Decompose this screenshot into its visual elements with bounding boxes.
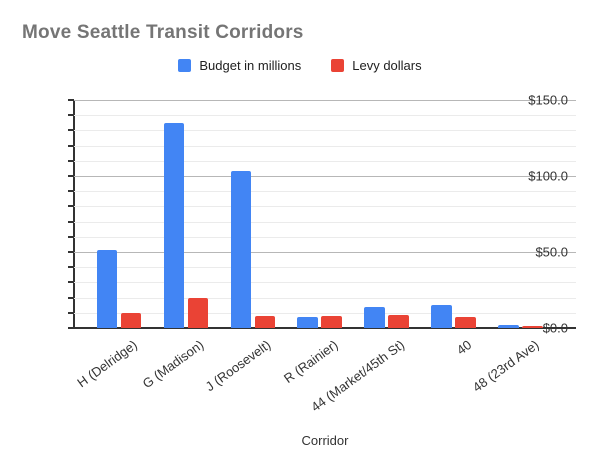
gridline xyxy=(74,297,576,299)
y-axis-tick xyxy=(68,327,74,329)
plot-area: $0.0 $50.0 $100.0 $150.0 H (Delridge) G (Madi… xyxy=(68,93,576,415)
x-axis-category-label: R (Rainier) xyxy=(280,337,341,387)
y-axis-tick xyxy=(68,114,74,117)
gridline xyxy=(74,282,576,284)
y-axis-tick xyxy=(68,266,74,269)
gridline xyxy=(74,252,576,253)
y-axis-tick xyxy=(68,311,74,314)
y-axis-tick xyxy=(68,281,74,284)
legend-label-budget: Budget in millions xyxy=(199,58,302,73)
bar-budget-3[interactable] xyxy=(297,316,318,328)
bar-budget-1[interactable] xyxy=(163,122,185,328)
y-axis-tick-label: $0.0 xyxy=(542,320,568,336)
y-axis-tick xyxy=(68,175,74,177)
y-axis-tick xyxy=(68,251,74,253)
y-axis-tick xyxy=(68,144,74,147)
gridline xyxy=(74,206,576,208)
x-axis-category-label: J (Roosevelt) xyxy=(202,337,274,395)
gridline xyxy=(74,176,576,177)
y-axis-tick-label: $50.0 xyxy=(535,244,568,260)
y-axis-tick xyxy=(68,159,74,162)
x-axis-category-label: 48 (23rd Ave) xyxy=(469,337,542,395)
gridline xyxy=(74,100,576,101)
bar-budget-2[interactable] xyxy=(230,171,252,328)
y-axis-tick xyxy=(68,220,74,223)
bar-budget-6[interactable] xyxy=(498,324,519,328)
x-axis-category-label: 40 xyxy=(453,337,475,358)
gridline xyxy=(74,312,576,314)
legend-swatch-budget-icon xyxy=(178,59,192,72)
gridline xyxy=(74,236,576,238)
gridline xyxy=(74,130,576,132)
y-axis-line xyxy=(73,100,75,328)
chart-legend: Budget in millions Levy dollars xyxy=(0,58,600,73)
legend-item-levy[interactable]: Levy dollars xyxy=(331,58,422,73)
legend-item-budget[interactable]: Budget in millions xyxy=(178,58,301,73)
x-axis-baseline xyxy=(73,327,576,329)
bar-levy-1[interactable] xyxy=(187,297,209,328)
bar-budget-4[interactable] xyxy=(364,306,385,328)
gridline xyxy=(74,145,576,147)
bar-levy-5[interactable] xyxy=(455,316,476,328)
gridline xyxy=(74,267,576,269)
x-axis-category-label: H (Delridge) xyxy=(74,337,140,391)
y-axis-tick-label: $100.0 xyxy=(528,168,568,184)
gridline xyxy=(74,191,576,193)
y-axis-tick xyxy=(68,235,74,238)
legend-swatch-levy-icon xyxy=(331,59,345,72)
chart-title: Move Seattle Transit Corridors xyxy=(22,22,304,43)
y-axis-tick xyxy=(68,190,74,193)
x-axis-category-label: G (Madison) xyxy=(140,337,207,392)
y-axis-tick xyxy=(68,129,74,132)
bar-levy-2[interactable] xyxy=(254,315,276,328)
bar-budget-5[interactable] xyxy=(431,305,452,328)
legend-label-levy: Levy dollars xyxy=(352,58,422,73)
x-axis-title: Corridor xyxy=(301,433,349,448)
bar-levy-0[interactable] xyxy=(120,312,142,328)
gridline xyxy=(74,221,576,223)
y-axis-tick-label: $150.0 xyxy=(528,92,568,108)
bar-budget-0[interactable] xyxy=(96,250,118,328)
gridline xyxy=(74,160,576,162)
gridline xyxy=(74,115,576,117)
y-axis-tick xyxy=(68,205,74,208)
bar-levy-6[interactable] xyxy=(522,326,543,328)
bar-levy-3[interactable] xyxy=(321,315,342,328)
bar-levy-4[interactable] xyxy=(388,315,409,328)
y-axis-tick xyxy=(68,99,74,101)
y-axis-tick xyxy=(68,296,74,299)
